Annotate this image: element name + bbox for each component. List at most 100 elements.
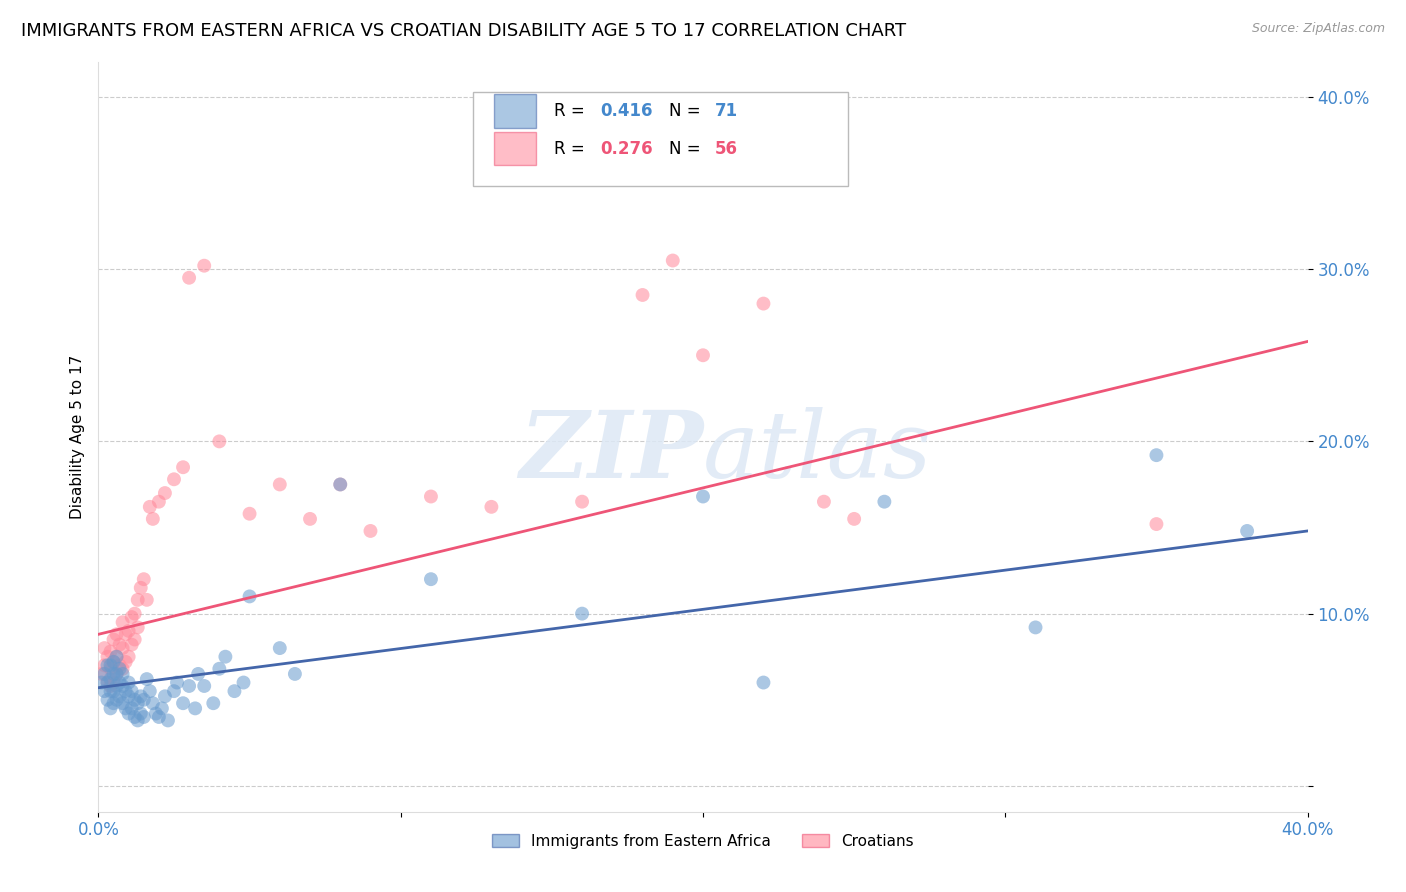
Point [179, 270, 201, 285]
Point [111, 641, 134, 656]
Point [571, 607, 593, 621]
Point [127, 620, 149, 634]
Point [153, 690, 176, 704]
Point [193, 679, 215, 693]
Point [100, 672, 122, 686]
Point [111, 662, 134, 676]
Y-axis label: Disability Age 5 to 17: Disability Age 5 to 17 [69, 355, 84, 519]
Point [118, 706, 141, 721]
Point [135, 672, 157, 686]
Point [269, 641, 291, 656]
Point [299, 512, 322, 526]
Point [1144, 448, 1167, 462]
Point [692, 348, 714, 362]
Point [103, 684, 125, 698]
Point [132, 572, 155, 586]
Point [184, 701, 207, 715]
Point [873, 494, 896, 508]
Point [193, 259, 215, 273]
Point [172, 696, 194, 710]
Point [1024, 620, 1046, 634]
Text: 71: 71 [716, 103, 738, 120]
Point [103, 675, 125, 690]
Point [124, 607, 146, 621]
Point [631, 288, 654, 302]
Point [90, 667, 112, 681]
Point [121, 610, 143, 624]
Text: Source: ZipAtlas.com: Source: ZipAtlas.com [1251, 22, 1385, 36]
Point [121, 638, 143, 652]
Point [208, 662, 231, 676]
Point [145, 706, 167, 721]
Point [121, 701, 143, 715]
Point [844, 512, 866, 526]
Point [752, 675, 775, 690]
Point [132, 710, 155, 724]
Point [96, 675, 118, 690]
Point [813, 494, 835, 508]
Point [179, 679, 201, 693]
Point [127, 592, 149, 607]
Text: 0.276: 0.276 [600, 140, 652, 158]
Point [360, 524, 382, 538]
Point [269, 477, 291, 491]
Point [661, 253, 683, 268]
Point [132, 692, 155, 706]
Point [481, 500, 503, 514]
Point [108, 662, 131, 676]
Point [100, 662, 122, 676]
Point [111, 667, 134, 681]
Point [202, 696, 225, 710]
Point [111, 615, 134, 630]
Point [114, 655, 136, 669]
Point [153, 486, 176, 500]
Point [172, 460, 194, 475]
Point [129, 690, 152, 704]
Point [103, 655, 125, 669]
Point [93, 667, 115, 681]
Point [148, 494, 170, 508]
Point [108, 675, 131, 690]
Point [420, 572, 443, 586]
Point [239, 507, 262, 521]
Point [100, 644, 122, 658]
Text: R =: R = [554, 103, 591, 120]
Point [121, 684, 143, 698]
Point [420, 490, 443, 504]
Point [124, 710, 146, 724]
Point [135, 592, 157, 607]
Point [96, 675, 118, 690]
Point [129, 581, 152, 595]
Point [105, 649, 128, 664]
FancyBboxPatch shape [474, 93, 848, 186]
Point [118, 649, 141, 664]
Point [118, 624, 141, 638]
Point [150, 701, 173, 715]
Point [329, 477, 352, 491]
Point [571, 494, 593, 508]
Point [239, 590, 262, 604]
Point [142, 512, 165, 526]
Point [118, 690, 141, 704]
Point [214, 649, 236, 664]
Point [1236, 524, 1258, 538]
Text: ZIP: ZIP [519, 407, 703, 497]
Point [156, 714, 179, 728]
Point [129, 706, 152, 721]
Point [93, 684, 115, 698]
Point [127, 696, 149, 710]
Point [90, 675, 112, 690]
Point [96, 692, 118, 706]
Point [692, 490, 714, 504]
Point [100, 679, 122, 693]
Point [105, 649, 128, 664]
Point [103, 667, 125, 681]
Text: R =: R = [554, 140, 591, 158]
Point [103, 632, 125, 647]
Text: N =: N = [669, 103, 706, 120]
Point [93, 658, 115, 673]
Point [103, 655, 125, 669]
Point [108, 658, 131, 673]
Point [100, 658, 122, 673]
Point [114, 684, 136, 698]
